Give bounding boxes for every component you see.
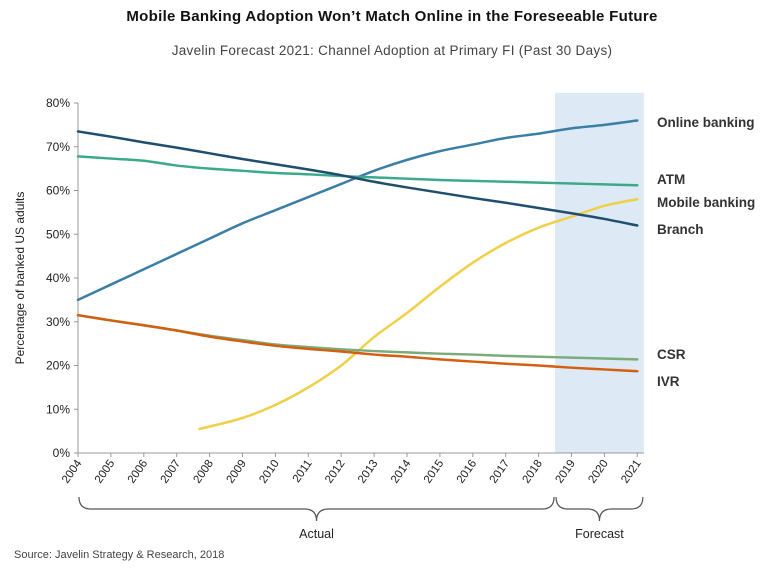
x-tick-label: 2007 (159, 458, 184, 486)
x-tick-label: 2004 (60, 457, 85, 485)
y-tick-label: 40% (46, 271, 70, 285)
x-tick-label: 2019 (553, 458, 578, 486)
x-tick-label: 2014 (389, 457, 414, 485)
bracket-actual (78, 496, 555, 522)
series-line-ivr (76, 313, 639, 373)
bracket-label: Actual (299, 527, 334, 541)
x-tick-label: 2006 (126, 458, 151, 486)
y-tick-label: 30% (46, 315, 70, 329)
x-tick-label: 2021 (619, 458, 644, 486)
x-tick-label: 2018 (521, 458, 546, 486)
chart-title: Mobile Banking Adoption Won’t Match Onli… (126, 8, 658, 25)
chart-subtitle: Javelin Forecast 2021: Channel Adoption … (171, 43, 613, 58)
x-tick-label: 2020 (586, 458, 611, 486)
x-tick-label: 2013 (356, 458, 381, 486)
x-tick-label: 2009 (224, 458, 249, 486)
y-tick-label: 70% (46, 140, 70, 154)
x-tick-label: 2010 (257, 458, 282, 486)
x-tick-label: 2012 (323, 458, 348, 486)
series-label: Mobile banking (657, 195, 755, 210)
x-tick-label: 2011 (291, 458, 315, 485)
bracket-label: Forecast (575, 527, 624, 541)
series-label: CSR (657, 347, 686, 362)
y-tick-label: 0% (53, 446, 71, 460)
series-label: IVR (657, 374, 680, 389)
series-label: ATM (657, 172, 685, 187)
bracket-forecast (555, 496, 644, 522)
forecast-region (555, 93, 644, 453)
y-tick-label: 10% (46, 402, 70, 416)
y-tick-label: 80% (46, 96, 70, 110)
series-label: Branch (657, 222, 704, 237)
series-label: Online banking (657, 115, 755, 130)
source-note: Source: Javelin Strategy & Research, 201… (14, 549, 225, 561)
y-tick-label: 20% (46, 359, 70, 373)
series-line-mobile-banking (198, 198, 639, 431)
series-line-atm (76, 155, 639, 187)
x-tick-label: 2008 (192, 458, 217, 486)
x-tick-label: 2016 (455, 458, 480, 486)
y-tick-label: 50% (46, 227, 70, 241)
x-tick-label: 2015 (422, 458, 447, 486)
x-tick-label: 2017 (488, 458, 513, 486)
y-axis-label: Percentage of banked US adults (13, 192, 27, 365)
series-line-branch (76, 130, 639, 227)
x-tick-label: 2005 (93, 458, 118, 486)
y-tick-label: 60% (46, 184, 70, 198)
